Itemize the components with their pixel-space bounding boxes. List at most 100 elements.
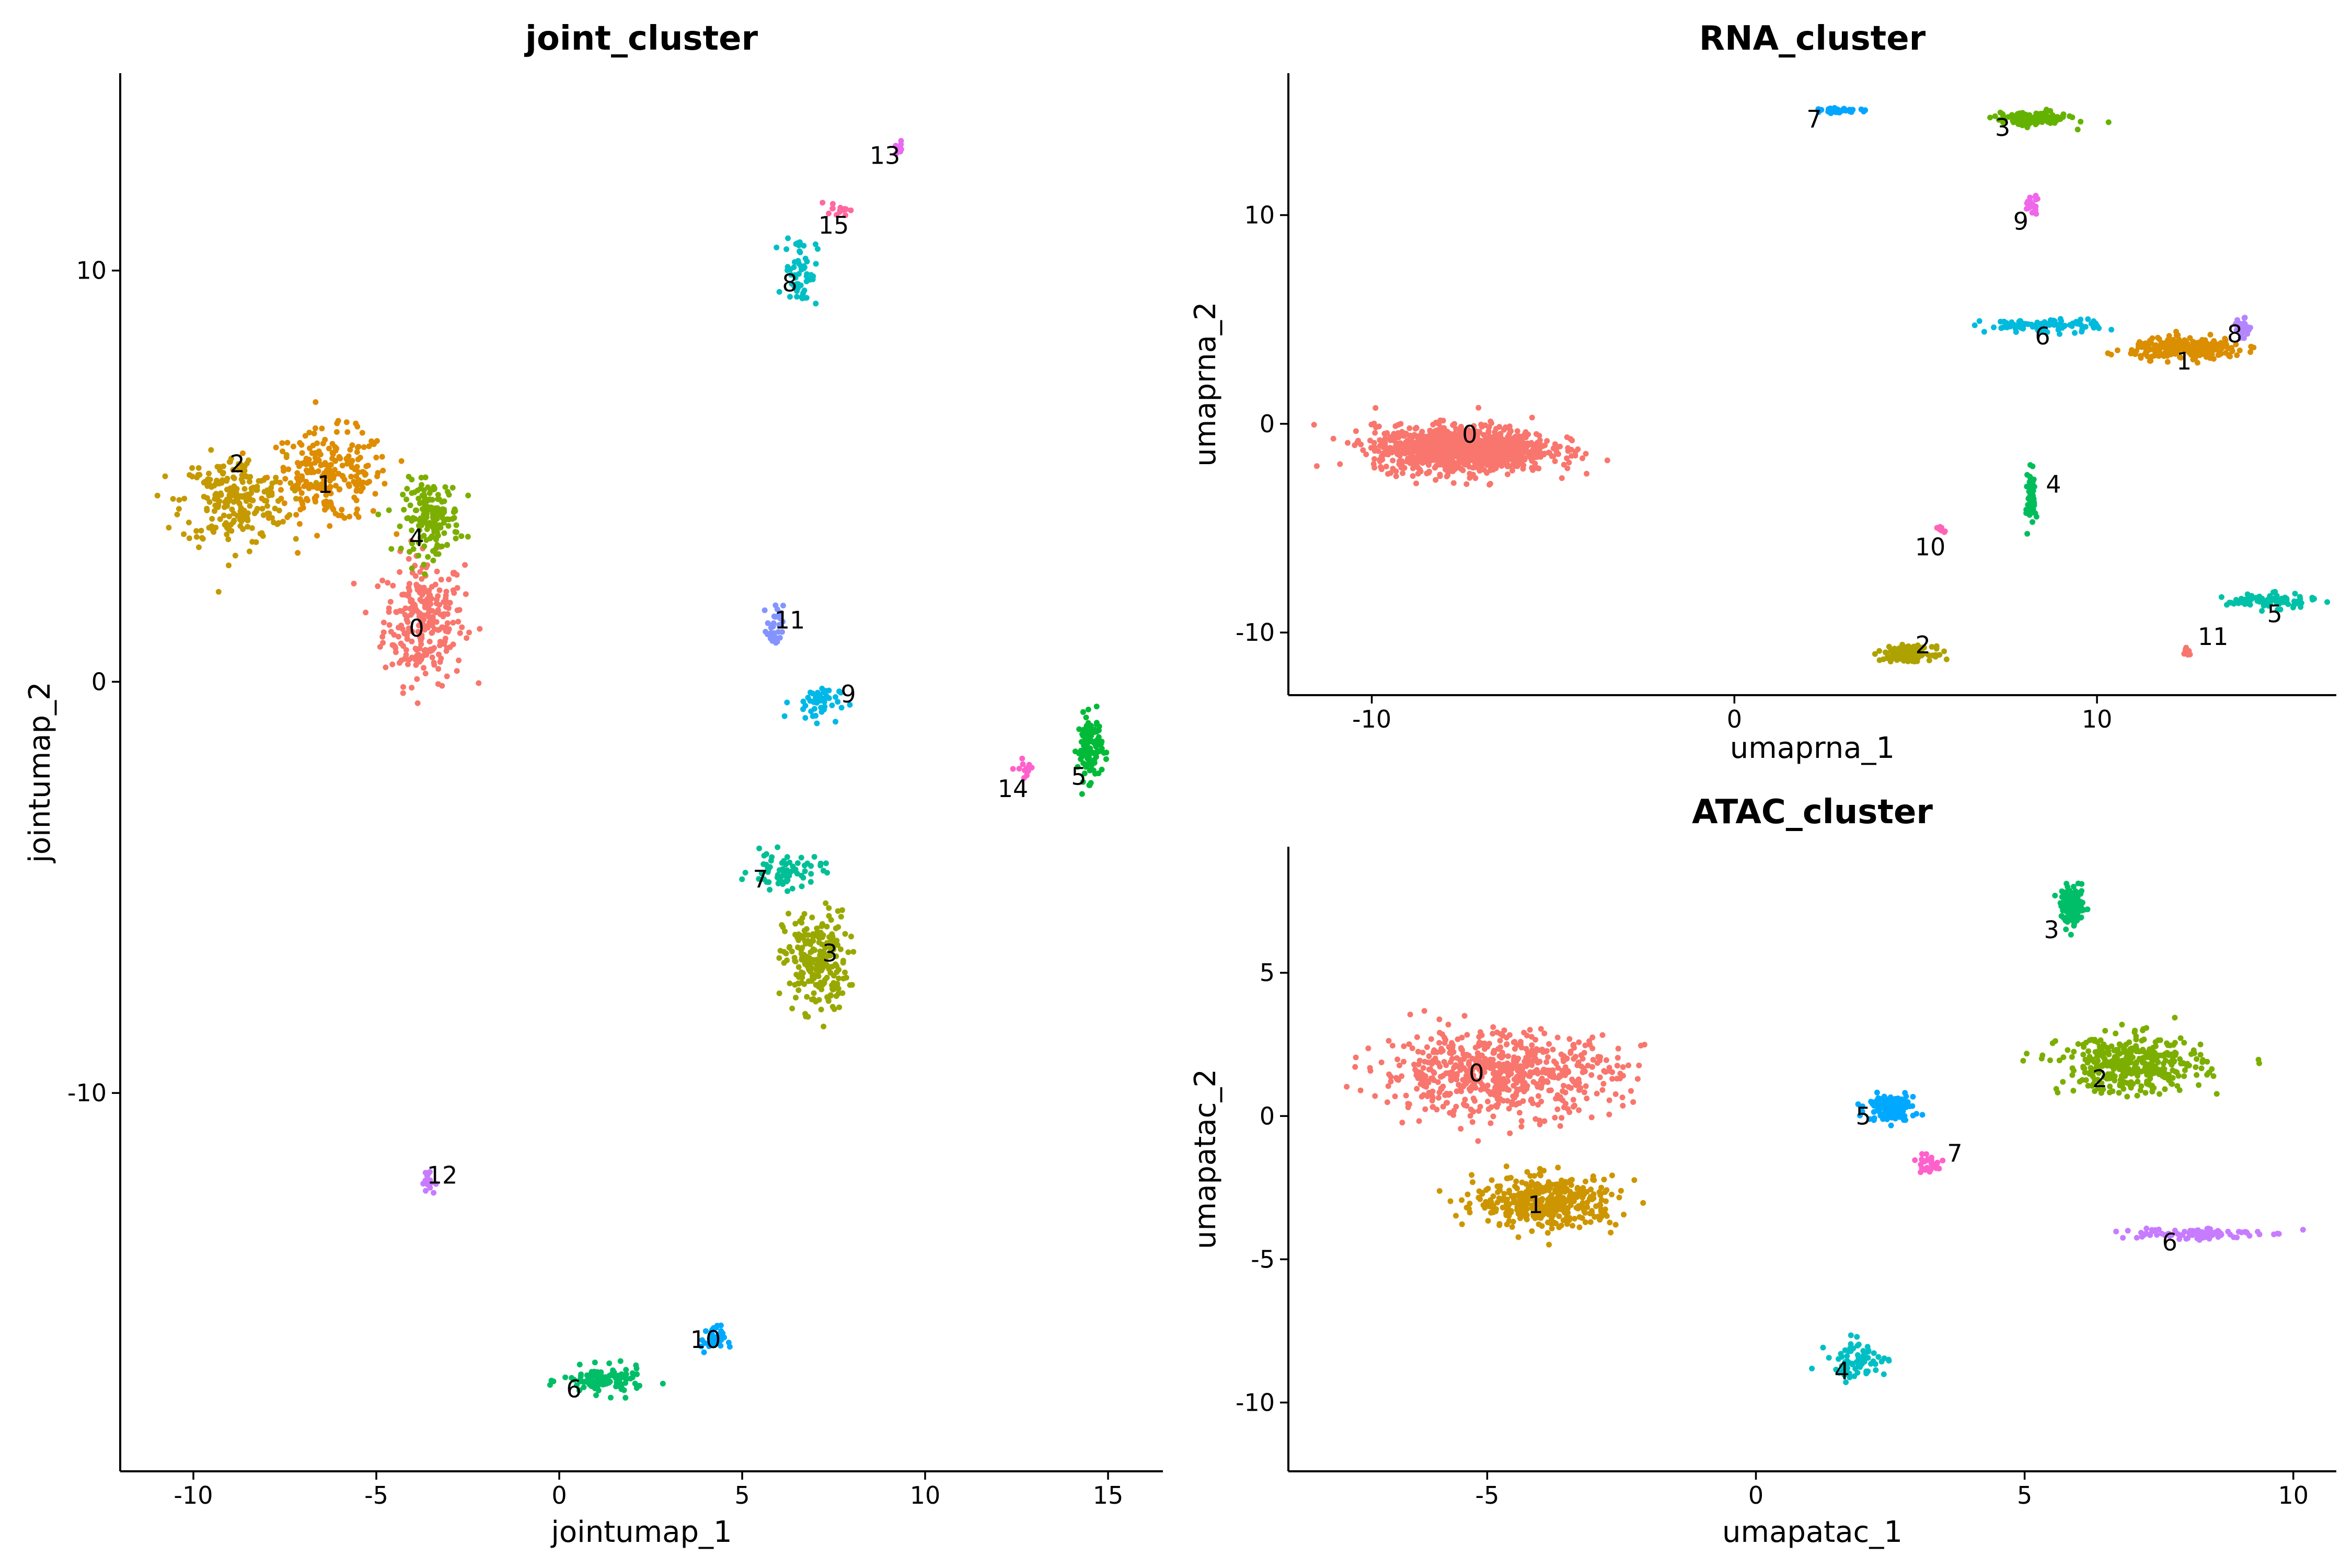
data-point bbox=[2259, 608, 2265, 614]
data-point bbox=[236, 461, 242, 467]
data-point bbox=[1459, 1197, 1465, 1203]
data-point bbox=[326, 445, 332, 452]
data-point bbox=[1486, 424, 1492, 430]
data-point bbox=[1438, 441, 1444, 447]
data-point bbox=[352, 481, 359, 487]
data-point bbox=[760, 861, 767, 867]
data-point bbox=[1477, 429, 1483, 435]
data-point bbox=[2264, 602, 2270, 608]
data-point bbox=[433, 601, 440, 606]
data-point bbox=[622, 1394, 629, 1401]
data-point bbox=[313, 480, 319, 486]
data-point bbox=[1909, 658, 1916, 664]
data-point bbox=[343, 419, 350, 425]
data-point bbox=[1081, 748, 1088, 754]
data-point bbox=[1424, 1044, 1430, 1050]
data-point bbox=[423, 537, 430, 543]
data-point bbox=[1452, 466, 1458, 472]
data-point bbox=[1383, 464, 1389, 470]
data-point bbox=[1563, 1101, 1569, 1107]
data-point bbox=[1470, 1109, 1477, 1115]
data-point bbox=[1465, 1191, 1471, 1197]
data-point bbox=[1545, 1054, 1551, 1060]
data-point bbox=[2176, 339, 2183, 345]
data-point bbox=[394, 531, 400, 537]
data-point bbox=[1099, 766, 1105, 773]
data-point bbox=[419, 576, 425, 582]
data-point bbox=[1528, 1097, 1534, 1103]
data-point bbox=[199, 535, 205, 541]
data-point bbox=[1518, 1118, 1525, 1124]
data-point bbox=[823, 900, 829, 906]
data-point bbox=[1511, 1193, 1517, 1199]
rna-cluster-label-8: 8 bbox=[2227, 320, 2242, 348]
joint-cluster-14-points bbox=[1010, 755, 1035, 781]
data-point bbox=[1372, 430, 1378, 436]
data-point bbox=[893, 143, 899, 149]
data-point bbox=[2156, 346, 2162, 352]
data-point bbox=[284, 440, 291, 446]
data-point bbox=[2239, 326, 2245, 332]
data-point bbox=[2259, 595, 2265, 602]
data-point bbox=[1443, 466, 1448, 472]
data-point bbox=[1470, 1179, 1475, 1185]
data-point bbox=[2233, 341, 2239, 348]
data-point bbox=[1876, 657, 1883, 663]
data-point bbox=[1474, 1054, 1481, 1060]
data-point bbox=[364, 480, 370, 486]
data-point bbox=[1477, 1079, 1483, 1085]
data-point bbox=[2067, 322, 2073, 328]
rna-cluster-4-points bbox=[2023, 462, 2039, 537]
data-point bbox=[430, 510, 436, 516]
data-point bbox=[1414, 1069, 1420, 1076]
data-point bbox=[302, 433, 308, 439]
data-point bbox=[1552, 441, 1558, 447]
data-point bbox=[2203, 347, 2209, 353]
data-point bbox=[764, 879, 770, 885]
data-point bbox=[1486, 1041, 1492, 1047]
data-point bbox=[236, 500, 243, 506]
data-point bbox=[1518, 1039, 1524, 1045]
data-point bbox=[251, 510, 258, 516]
joint-cluster-0-points bbox=[351, 538, 483, 706]
data-point bbox=[1417, 1057, 1423, 1064]
data-point bbox=[613, 1383, 619, 1390]
data-point bbox=[285, 466, 292, 472]
data-point bbox=[1500, 1077, 1506, 1083]
data-point bbox=[1601, 1068, 1607, 1074]
data-point bbox=[616, 1376, 622, 1382]
data-point bbox=[438, 577, 444, 583]
data-point bbox=[2119, 1021, 2125, 1028]
data-point bbox=[426, 490, 433, 496]
data-point bbox=[228, 489, 234, 495]
data-point bbox=[230, 499, 237, 505]
data-point bbox=[239, 479, 246, 485]
data-point bbox=[2298, 604, 2304, 610]
data-point bbox=[421, 543, 428, 549]
data-point bbox=[791, 259, 798, 265]
data-point bbox=[839, 907, 845, 913]
data-point bbox=[405, 661, 411, 667]
data-point bbox=[1537, 1121, 1543, 1127]
data-point bbox=[794, 860, 801, 866]
data-point bbox=[1504, 1069, 1511, 1075]
data-point bbox=[2074, 126, 2081, 133]
data-point bbox=[1497, 1183, 1503, 1189]
data-point bbox=[261, 477, 267, 483]
data-point bbox=[816, 698, 823, 704]
rna-y-axis-label: umaprna_2 bbox=[1189, 302, 1223, 466]
data-point bbox=[1567, 1048, 1574, 1055]
data-point bbox=[359, 430, 365, 436]
rna-y-tick-label: 0 bbox=[1260, 410, 1275, 438]
data-point bbox=[1470, 1073, 1476, 1079]
data-point bbox=[407, 606, 413, 612]
data-point bbox=[794, 944, 801, 950]
data-point bbox=[634, 1371, 640, 1377]
rna-cluster-0-points bbox=[1311, 405, 1610, 488]
data-point bbox=[204, 508, 210, 513]
data-point bbox=[381, 619, 387, 626]
data-point bbox=[1436, 1040, 1443, 1046]
data-point bbox=[1463, 1204, 1470, 1210]
data-point bbox=[1393, 473, 1399, 479]
data-point bbox=[2297, 594, 2303, 600]
